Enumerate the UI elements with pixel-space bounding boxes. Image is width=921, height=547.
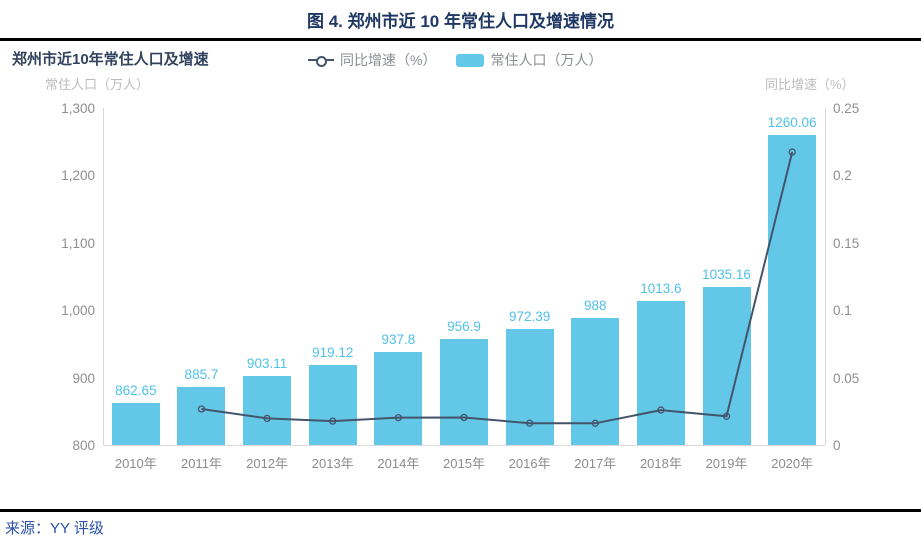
growth-line-chart (197, 148, 796, 427)
left-axis-line (103, 108, 104, 445)
bar-value-label: 956.9 (447, 319, 481, 335)
growth-line (201, 151, 794, 425)
x-axis-tick: 2010年 (114, 456, 157, 471)
bar-value-label: 988 (584, 298, 607, 314)
right-axis-tick: 0.2 (833, 168, 852, 184)
source-note: 来源：YY 评级 (5, 520, 104, 537)
population-bar (111, 402, 160, 445)
bar-value-label: 903.11 (246, 355, 288, 371)
population-bar (177, 387, 226, 445)
right-axis-tick: 0 (833, 438, 841, 453)
left-axis-tick: 800 (72, 438, 95, 453)
left-axis-tick: 900 (72, 370, 95, 386)
growth-line-marker (460, 413, 468, 422)
x-axis-tick: 2013年 (311, 456, 354, 471)
left-axis-title: 常住人口（万人） (45, 77, 150, 92)
growth-line-marker (788, 148, 796, 156)
growth-line-marker (197, 405, 206, 413)
bar-value-label: 919.12 (312, 344, 354, 360)
legend-label-population: 常住人口（万人） (490, 52, 603, 68)
legend-label-growth: 同比增速（%） (340, 52, 437, 68)
population-bar (308, 364, 357, 445)
x-axis-tick: 2015年 (443, 456, 485, 471)
bar-value-label: 972.39 (508, 308, 551, 324)
population-bar (243, 375, 292, 445)
x-axis-tick: 2011年 (180, 456, 222, 471)
legend-item-population: 常住人口（万人） (456, 50, 602, 70)
growth-line-marker (263, 414, 271, 423)
growth-line-marker (525, 419, 534, 427)
bar-value-label: 1013.6 (640, 281, 682, 297)
population-bar (636, 301, 685, 445)
right-axis-tick: 0.1 (833, 303, 852, 319)
left-axis-tick: 1,100 (61, 235, 95, 251)
x-axis-line (103, 445, 825, 446)
x-axis-tick: 2018年 (639, 456, 682, 471)
growth-line-marker (657, 406, 665, 414)
bar-value-label: 1035.16 (702, 266, 751, 282)
right-axis-title: 同比增速（%） (765, 77, 855, 92)
growth-line-marker (394, 413, 403, 422)
x-axis-tick: 2020年 (771, 456, 814, 471)
bar-value-label: 862.65 (115, 382, 157, 398)
bar-value-label: 937.8 (381, 332, 416, 348)
top-divider (0, 38, 921, 41)
chart-title: 郑州市近10年常住人口及增速 (12, 51, 209, 68)
x-axis-tick: 2017年 (574, 456, 617, 471)
bar-value-label: 1260.06 (767, 114, 817, 130)
line-circle-icon (308, 56, 334, 67)
figure-title: 图 4. 郑州市近 10 年常住人口及增速情况 (307, 12, 614, 31)
population-bar (702, 286, 751, 445)
x-axis-tick: 2012年 (246, 456, 289, 471)
x-axis-tick: 2014年 (377, 456, 420, 471)
population-bar (505, 328, 554, 445)
population-bar (768, 134, 817, 445)
growth-line-marker (591, 419, 599, 427)
population-bar (374, 352, 423, 445)
left-axis-tick: 1,300 (61, 101, 95, 116)
legend-item-growth: 同比增速（%） (308, 50, 436, 70)
bar-value-label: 885.7 (184, 367, 219, 383)
right-axis-line (825, 108, 826, 445)
right-axis-tick: 0.15 (833, 235, 860, 251)
right-axis-tick: 0.05 (833, 370, 860, 386)
growth-line-marker (329, 417, 337, 425)
bar-swatch-icon (456, 53, 485, 67)
left-axis-tick: 1,200 (61, 168, 95, 184)
bottom-divider (0, 509, 921, 512)
x-axis-tick: 2016年 (508, 456, 551, 471)
population-bar (440, 339, 488, 445)
x-axis-tick: 2019年 (705, 456, 748, 471)
right-axis-tick: 0.25 (833, 101, 860, 116)
chart-legend: 同比增速（%） 常住人口（万人） (308, 50, 602, 70)
population-bar (571, 318, 620, 445)
growth-line-marker (722, 412, 731, 420)
left-axis-tick: 1,000 (61, 303, 95, 319)
